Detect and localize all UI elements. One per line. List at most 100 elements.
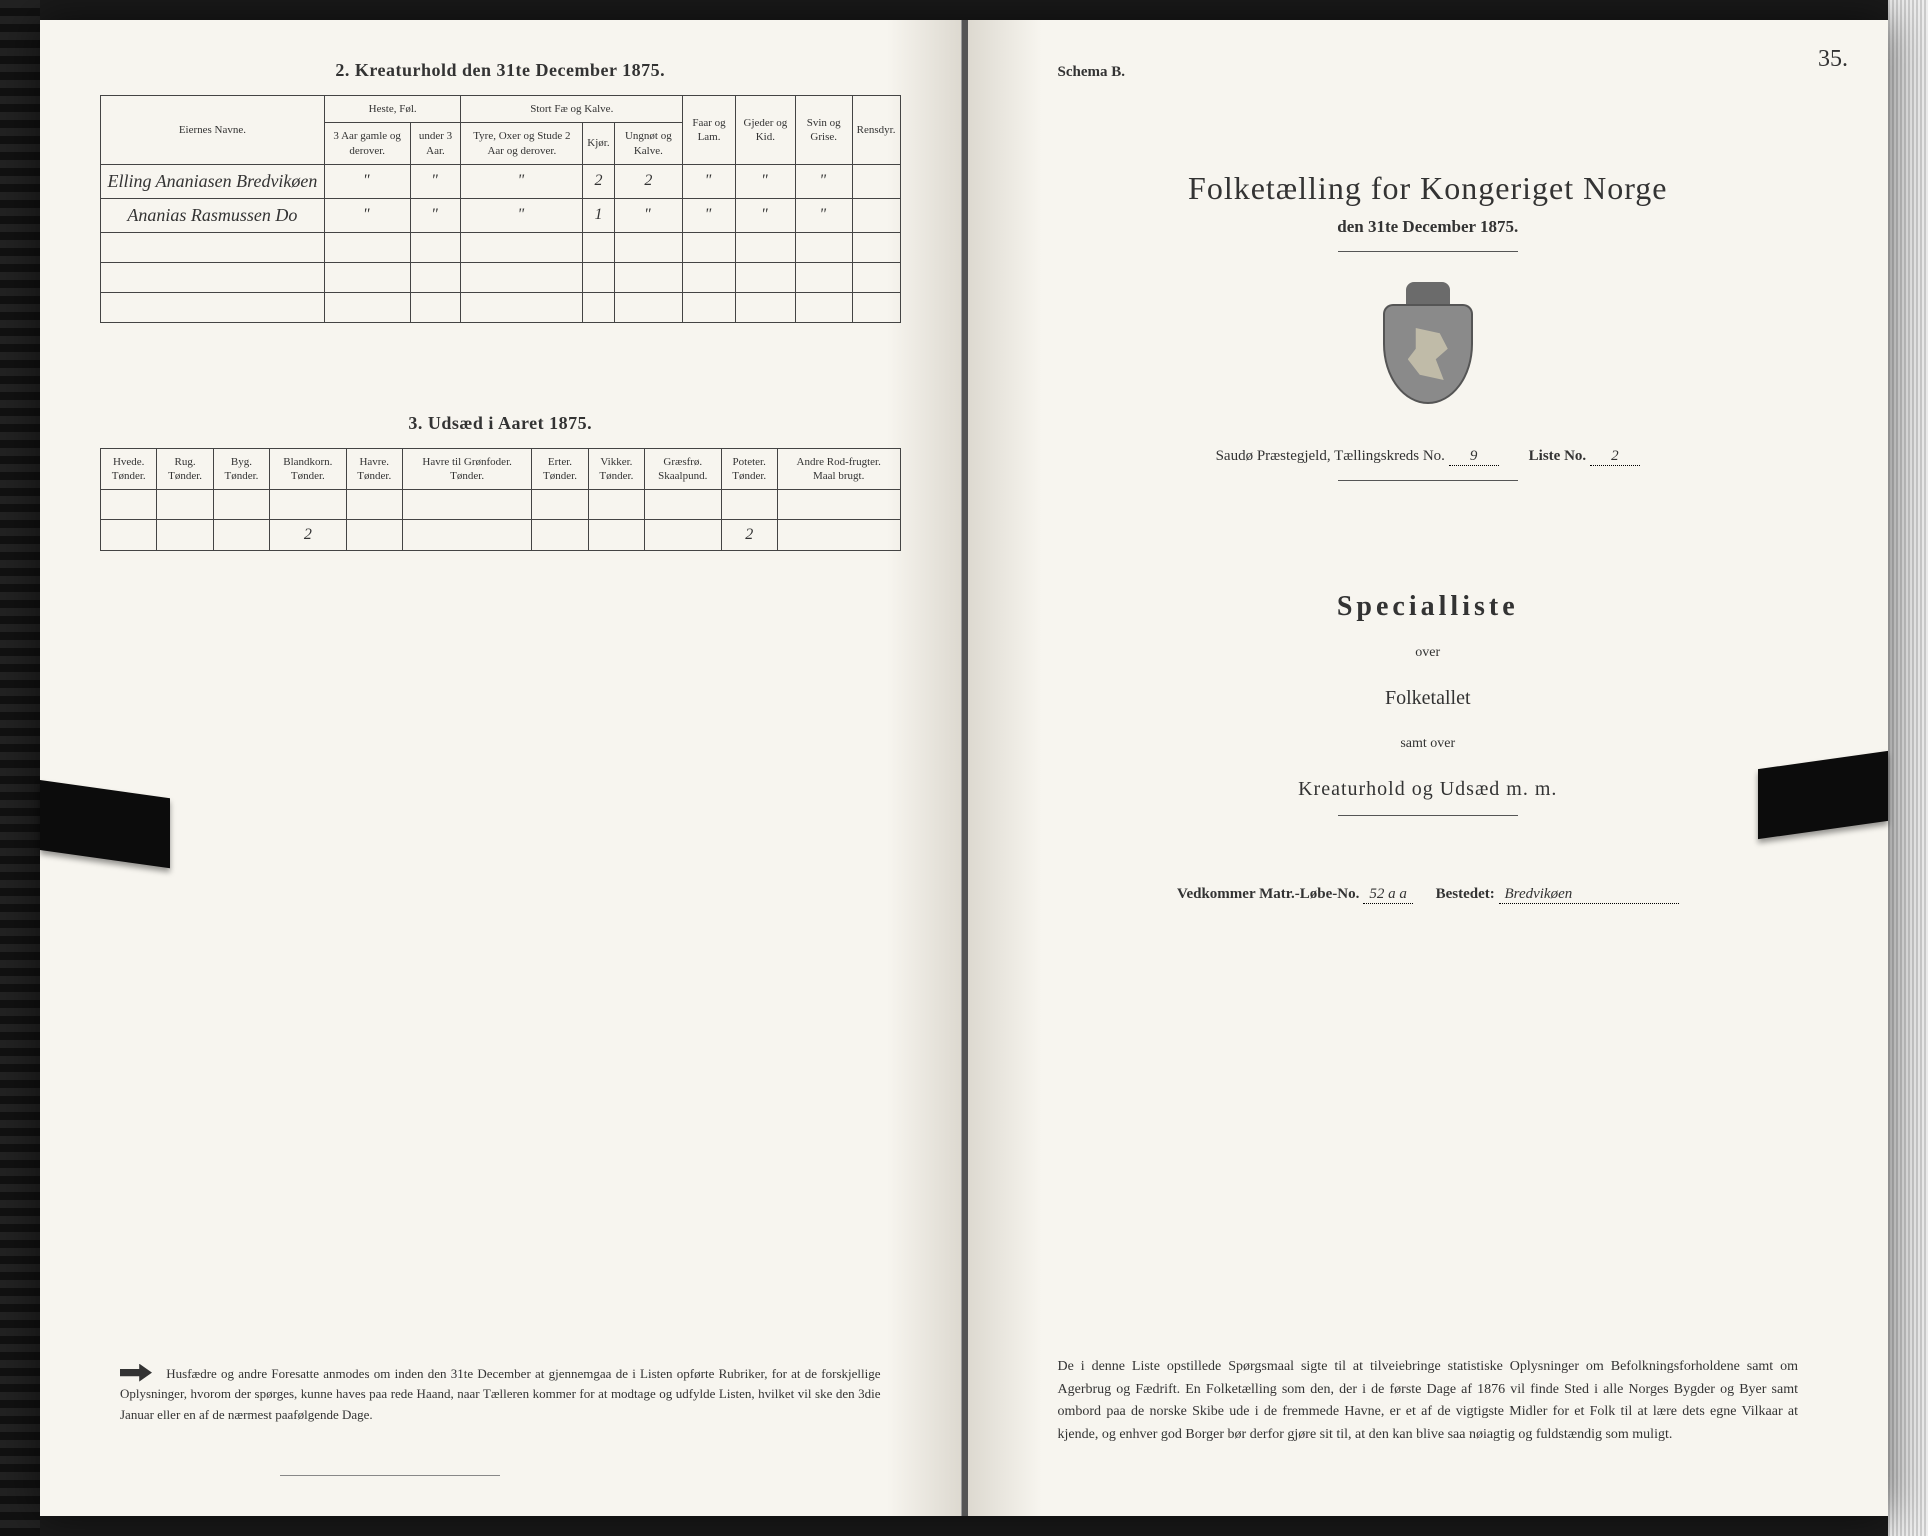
cell: " [410, 198, 461, 232]
col-u: Skaalpund. [658, 470, 707, 482]
col: Poteter. Tønder. [721, 448, 777, 490]
liste-label: Liste No. [1529, 448, 1587, 464]
sub-heste-a: 3 Aar gamle og derover. [324, 123, 410, 165]
col-u: Maal brugt. [813, 470, 864, 482]
cell [777, 520, 900, 551]
col-h: Rug. [175, 456, 196, 468]
sub-stort-b: Kjør. [583, 123, 614, 165]
cell: " [410, 164, 461, 198]
cell: " [795, 164, 852, 198]
left-page: 2. Kreaturhold den 31te December 1875. E… [40, 20, 962, 1516]
col-u: Tønder. [732, 470, 766, 482]
text-over: over [1028, 645, 1829, 661]
right-page: Schema B. 35. Folketælling for Kongerige… [968, 20, 1889, 1516]
census-date: den 31te December 1875. [1028, 217, 1829, 237]
col: Byg. Tønder. [213, 448, 269, 490]
table-row [101, 232, 901, 262]
cell: 2 [614, 164, 683, 198]
col-h: Græsfrø. [663, 456, 702, 468]
col-h: Poteter. [733, 456, 766, 468]
col-faar: Faar og Lam. [683, 96, 736, 165]
cell: " [324, 198, 410, 232]
col-h: Byg. [231, 456, 252, 468]
left-footer-note: Husfædre og andre Foresatte anmodes om i… [120, 1364, 881, 1426]
decorative-rule [1338, 815, 1518, 816]
cell [402, 520, 531, 551]
col: Hvede.Tønder. [101, 448, 157, 490]
cell: 2 [583, 164, 614, 198]
grp-heste: Heste, Føl. [324, 96, 461, 123]
parish-line: Saudø Præstegjeld, Tællingskreds No. 9 L… [1028, 448, 1829, 466]
col-u: Tønder. [168, 470, 202, 482]
cell: " [683, 198, 736, 232]
table-row: Elling Ananiasen Bredvikøen " " " 2 2 " … [101, 164, 901, 198]
page-clip-left [40, 780, 170, 868]
col-h: Erter. [548, 456, 572, 468]
page-stack-edge [1888, 0, 1928, 1536]
cell [532, 520, 588, 551]
cell: " [795, 198, 852, 232]
col-gjeder: Gjeder og Kid. [735, 96, 795, 165]
col-u: Tønder. [291, 470, 325, 482]
cell: " [324, 164, 410, 198]
cell [213, 520, 269, 551]
col-svin: Svin og Grise. [795, 96, 852, 165]
crown-icon [1406, 282, 1450, 306]
book-binding-edge [0, 0, 40, 1536]
col-u: Tønder. [357, 470, 391, 482]
col-u: Tønder. [450, 470, 484, 482]
cell: " [735, 198, 795, 232]
census-title: Folketælling for Kongeriget Norge [1028, 170, 1829, 207]
col-u: Tønder. [112, 470, 146, 482]
bestedet-label: Bestedet: [1436, 886, 1495, 902]
parish-no: 9 [1449, 448, 1499, 466]
parish-label: Saudø Præstegjeld, Tællingskreds No. [1216, 448, 1445, 464]
cell: 2 [270, 520, 346, 551]
cell: 2 [721, 520, 777, 551]
cell: " [461, 164, 583, 198]
pointing-hand-icon [120, 1364, 152, 1382]
header-row: Hvede.Tønder. Rug. Tønder. Byg. Tønder. Bl… [101, 448, 901, 490]
udsaed-table: Hvede.Tønder. Rug. Tønder. Byg. Tønder. Bl… [100, 448, 901, 552]
text-folketallet: Folketallet [1028, 687, 1829, 710]
bestedet-value: Bredvikøen [1499, 886, 1679, 904]
owner-name: Elling Ananiasen Bredvikøen [101, 164, 325, 198]
table-row: 2 2 [101, 520, 901, 551]
col: Vikker.Tønder. [588, 448, 644, 490]
decorative-rule [1338, 480, 1518, 481]
table-row [101, 490, 901, 520]
cell [645, 520, 721, 551]
text-kreatur: Kreaturhold og Udsæd m. m. [1028, 778, 1829, 801]
cell [852, 198, 900, 232]
open-book: 2. Kreaturhold den 31te December 1875. E… [40, 20, 1888, 1516]
section2-title: 2. Kreaturhold den 31te December 1875. [100, 60, 901, 81]
col: Blandkorn. Tønder. [270, 448, 346, 490]
cell: " [614, 198, 683, 232]
text-samtover: samt over [1028, 736, 1829, 752]
cell: 1 [583, 198, 614, 232]
section3-title: 3. Udsæd i Aaret 1875. [100, 413, 901, 434]
col-h: Havre til Grønfoder. [422, 456, 512, 468]
col-h: Andre Rod-frugter. [797, 456, 881, 468]
sub-heste-b: under 3 Aar. [410, 123, 461, 165]
specialliste-heading: Specialliste [1028, 591, 1829, 623]
right-footer-note: De i denne Liste opstillede Spørgsmaal s… [1058, 1356, 1799, 1446]
col-u: Tønder. [224, 470, 258, 482]
matr-no: 52 a a [1363, 886, 1413, 904]
col: Græsfrø. Skaalpund. [645, 448, 721, 490]
col-eier: Eiernes Navne. [101, 96, 325, 165]
cell [157, 520, 213, 551]
col: Havre til Grønfoder. Tønder. [402, 448, 531, 490]
kreaturhold-table: Eiernes Navne. Heste, Føl. Stort Fæ og K… [100, 95, 901, 323]
footer-text: Husfædre og andre Foresatte anmodes om i… [120, 1366, 881, 1423]
col-u: Tønder. [543, 470, 577, 482]
col-h: Blandkorn. [283, 456, 332, 468]
col-u: Tønder. [599, 470, 633, 482]
sub-stort-c: Ungnøt og Kalve. [614, 123, 683, 165]
vedkommer-line: Vedkommer Matr.-Løbe-No. 52 a a Bestedet… [1028, 886, 1829, 904]
cell [346, 520, 402, 551]
coat-of-arms-icon [1373, 282, 1483, 412]
table-row [101, 262, 901, 292]
schema-label: Schema B. [1058, 64, 1126, 81]
sub-stort-a: Tyre, Oxer og Stude 2 Aar og derover. [461, 123, 583, 165]
